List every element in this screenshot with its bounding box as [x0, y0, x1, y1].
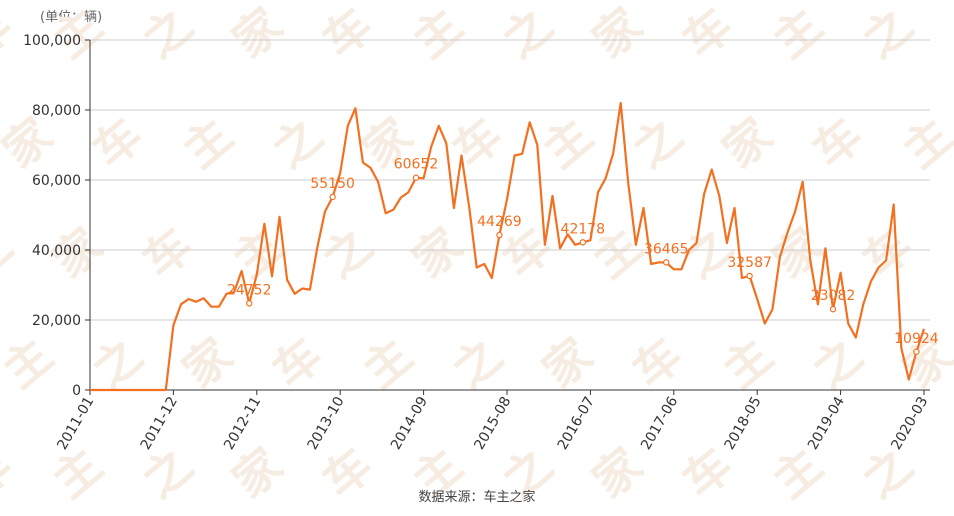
data-point: [663, 259, 670, 266]
data-point: [496, 231, 503, 239]
watermark-glyph: 家: [222, 0, 292, 68]
data-labels: 24752 55150 60652 44269 42178 36465 32587 23082…: [227, 157, 939, 347]
watermark-glyph: 之: [262, 107, 332, 178]
data-label: 32587: [727, 255, 772, 271]
watermark-glyph: 之: [622, 107, 692, 178]
watermark-glyph: 车: [672, 0, 742, 68]
watermark-glyph: 家: [582, 0, 652, 68]
y-tick-label: 100,000: [23, 33, 81, 49]
y-axis-ticks: 0 20,000 40,000 60,000 80,000 100,000: [23, 33, 90, 399]
axes: [89, 40, 930, 391]
watermark-glyph: 车: [82, 107, 152, 178]
data-points: [246, 174, 920, 355]
watermark-glyph: 车: [802, 107, 872, 178]
x-tick-label: 2015-08: [471, 394, 514, 453]
watermark-glyph: 之: [312, 217, 382, 288]
watermark-glyph: 家: [712, 107, 782, 178]
y-tick-label: 60,000: [32, 173, 81, 189]
data-point: [746, 272, 753, 280]
watermark-glyph: 车: [312, 0, 382, 68]
watermark-glyph: 之: [132, 0, 202, 68]
data-label: 44269: [477, 214, 522, 230]
watermark-glyph: 之: [0, 217, 22, 288]
watermark-glyph: 家: [532, 327, 602, 398]
data-point: [829, 306, 837, 313]
series-line: [90, 101, 926, 392]
data-label: 55150: [310, 176, 355, 192]
watermark-glyph: 车: [132, 217, 202, 288]
data-label: 10924: [894, 331, 939, 347]
watermark-glyph: 之: [442, 327, 512, 398]
y-tick-label: 20,000: [32, 313, 81, 329]
series-layer: [90, 101, 926, 392]
watermark-glyph: 主: [532, 107, 602, 178]
watermark-glyph: 家: [172, 327, 242, 398]
watermark-glyph: 家: [402, 217, 472, 288]
data-label: 36465: [644, 241, 689, 257]
data-point: [913, 348, 920, 355]
data-label: 24752: [227, 282, 272, 298]
x-tick-label: 2020-03: [888, 394, 931, 453]
x-tick-label: 2016-07: [555, 394, 598, 453]
watermark-glyph: 主: [352, 327, 422, 398]
source-label: 数据来源：车主之家: [418, 490, 536, 505]
watermark-glyph: 车: [262, 327, 332, 398]
watermark-glyph: 车: [0, 0, 22, 68]
x-tick-label: 2018-05: [722, 394, 765, 453]
data-label: 60652: [394, 157, 439, 173]
watermark-glyph: 主: [712, 327, 782, 398]
watermark-glyph: 主: [402, 0, 472, 68]
x-tick-label: 2017-06: [638, 394, 681, 453]
data-label: 42178: [561, 221, 606, 237]
data-label: 23082: [811, 288, 856, 304]
y-tick-label: 0: [72, 383, 81, 399]
watermark-glyph: 之: [82, 327, 152, 398]
watermark-glyph: 车: [622, 327, 692, 398]
watermark-glyph: 主: [892, 107, 954, 178]
watermark-glyph: 车: [442, 107, 512, 178]
x-tick-label: 2014-09: [388, 394, 431, 453]
x-tick-label: 2019-04: [805, 394, 848, 453]
unit-label: (单位：辆): [40, 10, 103, 25]
watermark-glyph: 之: [852, 0, 922, 68]
data-point: [579, 239, 587, 246]
data-point: [246, 300, 253, 307]
y-tick-label: 80,000: [32, 103, 81, 119]
data-point: [412, 174, 420, 181]
watermark-glyph: 主: [172, 107, 242, 178]
watermark-glyph: 之: [492, 0, 562, 68]
watermark-glyph: 之: [802, 327, 872, 398]
watermark-glyph: 主: [0, 327, 62, 398]
data-point: [329, 193, 336, 201]
y-tick-label: 40,000: [32, 243, 81, 259]
watermark-glyph: 主: [762, 0, 832, 68]
